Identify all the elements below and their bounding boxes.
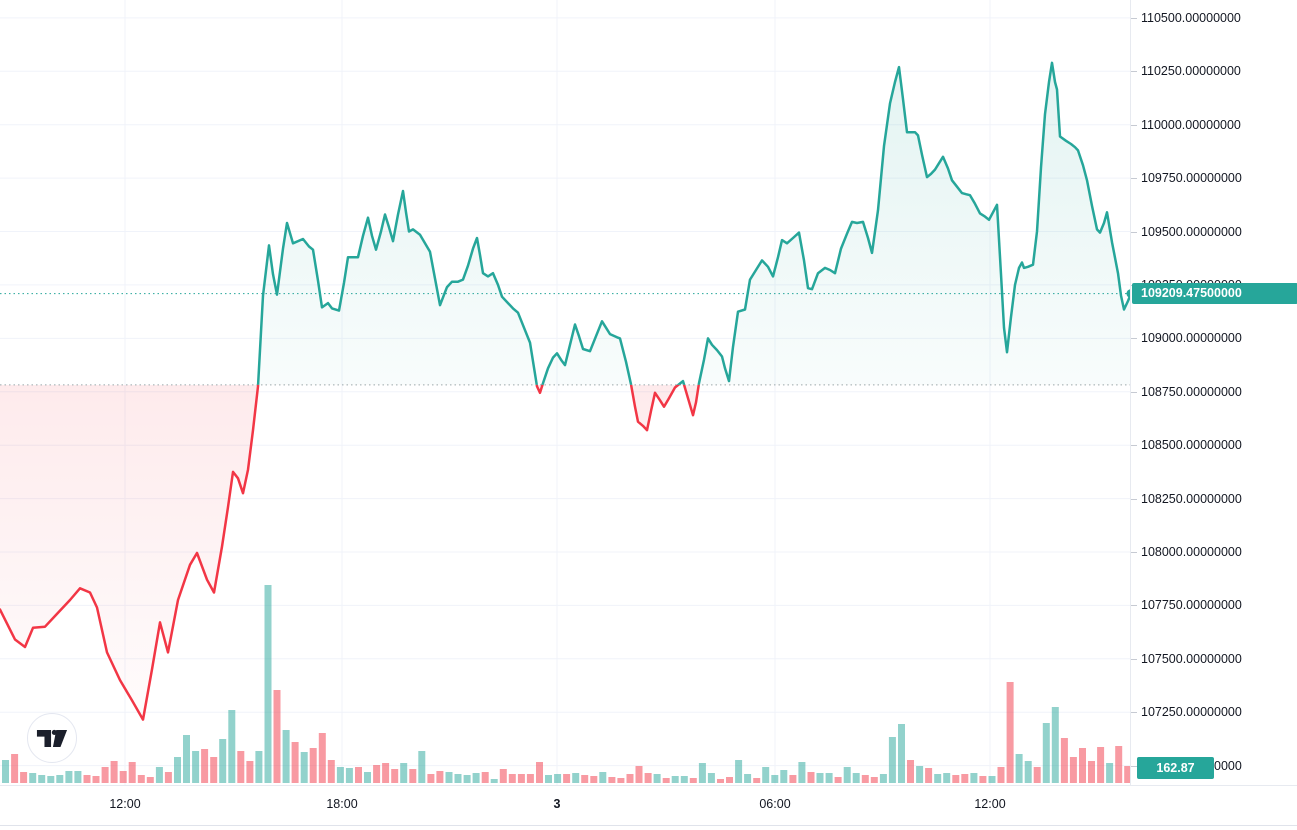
up-area-fill — [0, 62, 1131, 385]
price-axis-tick — [1131, 712, 1137, 714]
current-price-label: 109209.47500000 — [1132, 283, 1297, 305]
price-axis-tick — [1131, 658, 1137, 660]
price-axis-label: 109500.00000000 — [1141, 224, 1242, 239]
tradingview-logo-icon — [36, 729, 68, 747]
price-axis-tick — [1131, 178, 1137, 180]
price-axis-tick — [1131, 498, 1137, 500]
price-axis-label: 107750.00000000 — [1141, 598, 1242, 613]
price-axis-tick — [1131, 124, 1137, 126]
price-axis-tick — [1131, 71, 1137, 73]
price-line-up — [256, 61, 1133, 385]
price-line-down — [0, 384, 700, 721]
price-chart-svg[interactable] — [0, 0, 1141, 785]
price-axis-tick — [1131, 391, 1137, 393]
price-axis-label: 109750.00000000 — [1141, 171, 1242, 186]
price-axis-label: 110250.00000000 — [1141, 64, 1241, 79]
price-axis-label: 110500.00000000 — [1141, 10, 1241, 25]
price-pane[interactable] — [0, 0, 1141, 785]
price-axis-tick — [1131, 552, 1137, 553]
price-axis-label: 107250.00000000 — [1141, 705, 1242, 720]
time-axis-label: 18:00 — [326, 797, 358, 811]
price-axis-tick — [1131, 445, 1137, 447]
price-axis-tick — [1131, 765, 1137, 767]
price-axis[interactable]: 109209.47500000 162.87 110500.00000000 11… — [1130, 0, 1297, 785]
time-axis-label: 3 — [553, 797, 561, 811]
time-axis-label: 06:00 — [759, 797, 791, 811]
time-axis-label: 12:00 — [109, 797, 141, 811]
price-axis-label: 108500.00000000 — [1141, 438, 1242, 453]
time-axis-label: 12:00 — [974, 797, 1006, 811]
price-axis-label: 107500.00000000 — [1141, 651, 1242, 666]
price-axis-label: 108750.00000000 — [1141, 384, 1242, 399]
price-axis-label: 108000.00000000 — [1141, 545, 1242, 559]
time-axis[interactable]: 12:00 18:00 3 06:00 12:00 — [0, 785, 1297, 826]
price-axis-tick — [1131, 231, 1137, 233]
volume-bars — [2, 585, 1141, 783]
price-axis-tick — [1131, 605, 1137, 607]
price-axis-label: 108250.00000000 — [1141, 491, 1242, 506]
price-axis-label: 109000.00000000 — [1141, 331, 1242, 346]
price-axis-tick — [1131, 338, 1137, 340]
volume-label: 162.87 — [1137, 757, 1214, 779]
price-axis-label: 110000.00000000 — [1141, 117, 1241, 132]
down-area-fill — [0, 384, 699, 720]
price-axis-tick — [1131, 17, 1137, 19]
tradingview-logo[interactable] — [27, 713, 77, 763]
